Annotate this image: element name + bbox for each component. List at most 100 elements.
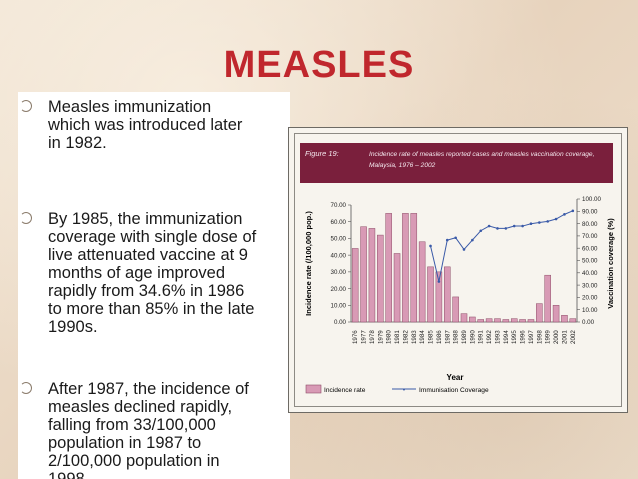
x-tick-label: 1989 [461,330,468,344]
x-tick-label: 1982 [402,330,409,344]
bar-incidence-1987 [443,266,451,323]
bullet-3-line: After 1987, the incidence of [48,380,249,398]
x-tick-label: 1997 [528,330,535,344]
bullet-1-line: Measles immunization [48,98,212,116]
bullet-2-line: By 1985, the immunization [48,210,243,228]
x-tick-label: 1981 [394,330,401,344]
bar-incidence-2001 [561,315,568,323]
x-tick-label: 1985 [428,330,435,344]
legend-line-marker: • [403,387,406,394]
x-tick-label: 1978 [369,330,376,344]
y-tick-label: 0.00 [334,319,347,326]
y2-axis-label: Vaccination coverage (%) [606,218,615,309]
bar-incidence-1993 [494,318,501,323]
bullet-1-line: which was introduced later [48,116,243,134]
x-tick-label: 2002 [570,330,577,344]
x-tick-label: 1993 [494,330,501,344]
x-tick-label: 1979 [377,330,384,344]
y-axis-label: Incidence rate (/100,000 pop.) [304,211,313,316]
y2-tick-label: 50.00 [582,258,598,265]
bullet-2-line: to more than 85% in the late [48,300,255,318]
bar-incidence-1979 [377,234,384,323]
coverage-point-1986 [437,280,441,283]
bar-incidence-2002 [569,318,577,323]
x-tick-label: 1994 [503,330,510,344]
measles-chart: Figure 19: Incidence rate of measles rep… [300,143,615,394]
chart-legend: Incidence rate • Immunisation Coverage [305,384,489,394]
bar-incidence-1985 [427,266,434,323]
figure-label: Figure 19: [305,149,339,158]
bar-incidence-1984 [418,241,426,323]
bullet-2-line: live attenuated vaccine at 9 [48,246,248,264]
bullet-3-line: 1998. [48,470,90,479]
y-tick-label: 30.00 [331,269,347,276]
coverage-point-1993 [496,227,499,230]
bar-incidence-1976 [351,248,359,323]
y2-tick-label: 40.00 [582,270,598,277]
bar-incidence-2000 [552,305,560,323]
coverage-point-1995 [512,224,516,228]
bar-incidence-1999 [544,274,551,323]
bar-incidence-1978 [368,228,376,323]
bar-incidence-1990 [469,316,476,323]
y2-tick-label: 100.00 [582,196,601,203]
y2-tick-label: 90.00 [582,209,598,216]
bullet-1-line: in 1982. [48,134,107,152]
bar-incidence-1994 [502,319,510,323]
coverage-point-1990 [471,238,474,242]
coverage-point-2001 [563,213,566,216]
bar-incidence-1988 [452,296,459,323]
x-tick-label: 1983 [411,330,418,344]
coverage-point-1989 [462,248,466,251]
coverage-point-1996 [521,224,524,228]
coverage-point-1997 [529,222,533,226]
y2-tick-label: 0.00 [582,319,595,326]
y2-tick-label: 20.00 [582,295,598,302]
chart-frame: Figure 19: Incidence rate of measles rep… [288,127,628,413]
coverage-point-1999 [546,220,550,223]
bar-incidence-1991 [477,319,485,323]
bar-incidence-1996 [519,319,526,323]
y2-tick-label: 70.00 [582,233,598,240]
x-tick-label: 2000 [553,330,560,344]
coverage-point-2000 [554,217,558,221]
bullet-3-line: 2/100,000 population in [48,452,220,470]
y2-tick-label: 30.00 [582,282,598,289]
x-tick-label: 1980 [386,330,393,344]
coverage-point-1988 [454,236,457,240]
y2-tick-label: 10.00 [582,307,598,314]
bullet-2-line: coverage with single dose of [48,228,257,246]
bullet-3-line: measles declined rapidly, [48,398,233,416]
bar-incidence-1980 [385,213,392,323]
coverage-point-1987 [445,238,449,242]
bullet-marker-icon [20,382,32,394]
bullet-2-line: months of age improved [48,264,226,282]
x-tick-label: 1991 [478,330,485,344]
x-tick-label: 1977 [361,330,368,344]
chart-inner-border: Figure 19: Incidence rate of measles rep… [294,133,622,407]
bullet-marker-icon [20,100,32,112]
x-tick-label: 1987 [444,330,451,344]
coverage-point-1998 [538,221,541,224]
bullet-2-line: 1990s. [48,318,98,336]
chart-title-line-1: Incidence rate of measles reported cases… [369,151,595,158]
bar-incidence-1977 [360,226,367,323]
x-tick-label: 1995 [511,330,518,344]
x-tick-label: 1984 [419,330,426,344]
y-tick-label: 50.00 [331,236,347,243]
bar-incidence-1992 [485,318,493,323]
bar-incidence-1983 [410,213,418,323]
y-tick-label: 60.00 [331,219,347,226]
y2-tick-label: 80.00 [582,221,598,228]
x-tick-label: 1990 [469,330,476,344]
y2-tick-label: 60.00 [582,245,598,252]
bullet-2-line: rapidly from 34.6% in 1986 [48,282,245,300]
y-tick-label: 20.00 [331,286,347,293]
bar-incidence-1981 [393,253,401,323]
chart-header-band [300,143,613,183]
bar-incidence-1995 [510,318,518,323]
legend-coverage-label: Immunisation Coverage [419,387,489,394]
bar-incidence-1982 [402,213,409,323]
y-tick-label: 10.00 [331,302,347,309]
x-tick-label: 1976 [352,330,359,344]
